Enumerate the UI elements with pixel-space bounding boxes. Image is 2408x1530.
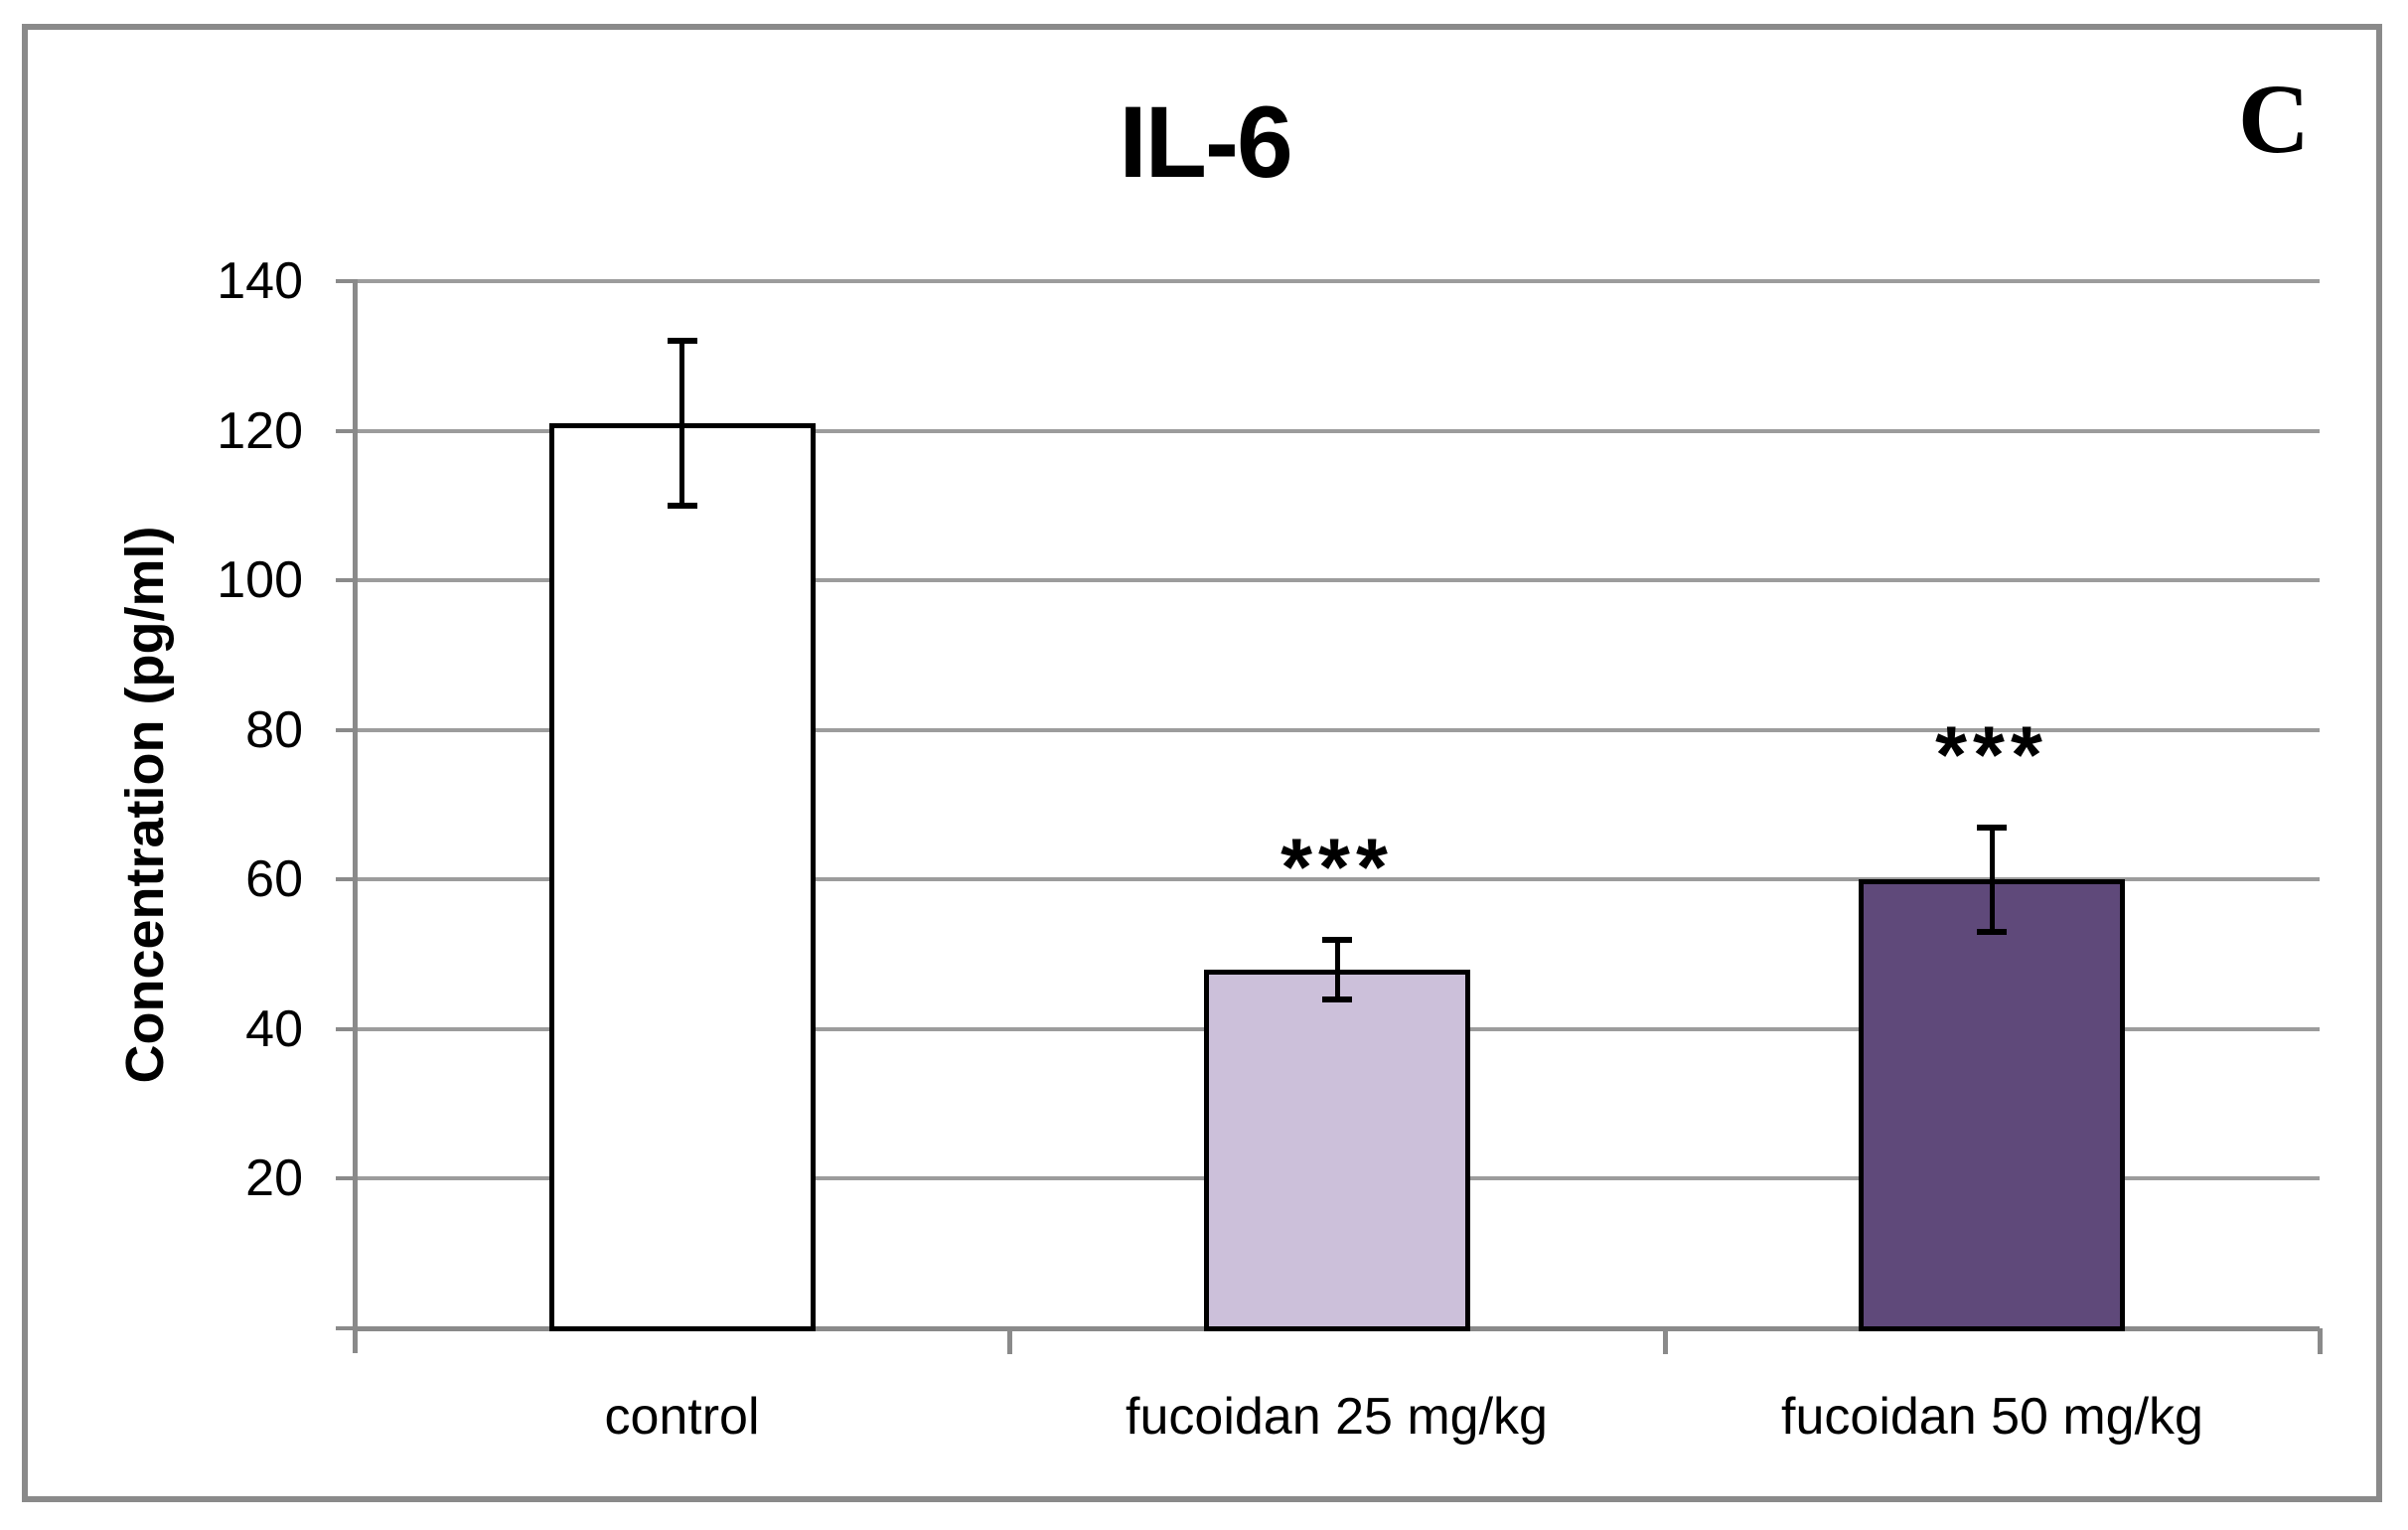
y-axis-tick-120 (336, 429, 355, 433)
x-axis-tick-3 (2318, 1328, 2323, 1354)
figure-border (22, 24, 2382, 1502)
bar-control (549, 423, 816, 1331)
y-axis-line (353, 279, 358, 1353)
bar-fucoidan-25-mg-kg (1204, 970, 1470, 1331)
gridline-100 (355, 578, 2320, 582)
x-tick-label-control: control (604, 1388, 760, 1446)
significance-stars-fucoidan-50-mg-kg: *** (1935, 710, 2048, 801)
y-axis-tick-20 (336, 1176, 355, 1180)
x-axis-tick-1 (1007, 1328, 1012, 1354)
y-tick-label-100: 100 (217, 551, 303, 609)
error-bar-top-cap-fucoidan-50-mg-kg (1977, 825, 2007, 831)
error-bar-bottom-cap-fucoidan-25-mg-kg (1322, 996, 1352, 1002)
error-bar-bottom-cap-control (668, 503, 697, 509)
x-axis-tick-2 (1663, 1328, 1668, 1354)
significance-stars-fucoidan-25-mg-kg: *** (1280, 823, 1394, 913)
y-axis-tick-140 (336, 279, 355, 283)
y-tick-label-120: 120 (217, 402, 303, 460)
error-bar-top-cap-fucoidan-25-mg-kg (1322, 937, 1352, 943)
y-tick-label-140: 140 (217, 252, 303, 310)
x-tick-label-fucoidan-50-mg-kg: fucoidan 50 mg/kg (1781, 1388, 2203, 1446)
gridline-120 (355, 429, 2320, 433)
error-bar-bottom-cap-fucoidan-50-mg-kg (1977, 929, 2007, 935)
panel-letter: C (2237, 64, 2311, 174)
y-tick-label-80: 80 (245, 701, 303, 759)
error-bar-top-cap-control (668, 338, 697, 344)
y-axis-tick-0 (336, 1326, 355, 1330)
y-axis-tick-100 (336, 578, 355, 582)
gridline-80 (355, 728, 2320, 732)
y-axis-tick-40 (336, 1027, 355, 1031)
chart-title: IL-6 (1119, 85, 1292, 199)
gridline-60 (355, 877, 2320, 881)
gridline-140 (355, 279, 2320, 283)
y-tick-label-40: 40 (245, 1000, 303, 1058)
bar-fucoidan-50-mg-kg (1859, 879, 2125, 1331)
y-tick-label-60: 60 (245, 850, 303, 908)
y-axis-tick-80 (336, 728, 355, 732)
x-tick-label-fucoidan-25-mg-kg: fucoidan 25 mg/kg (1126, 1388, 1548, 1446)
error-bar-fucoidan-25-mg-kg (1335, 940, 1340, 999)
error-bar-control (679, 341, 684, 506)
error-bar-fucoidan-50-mg-kg (1990, 828, 1995, 932)
y-axis-tick-60 (336, 877, 355, 881)
y-tick-label-20: 20 (245, 1149, 303, 1207)
